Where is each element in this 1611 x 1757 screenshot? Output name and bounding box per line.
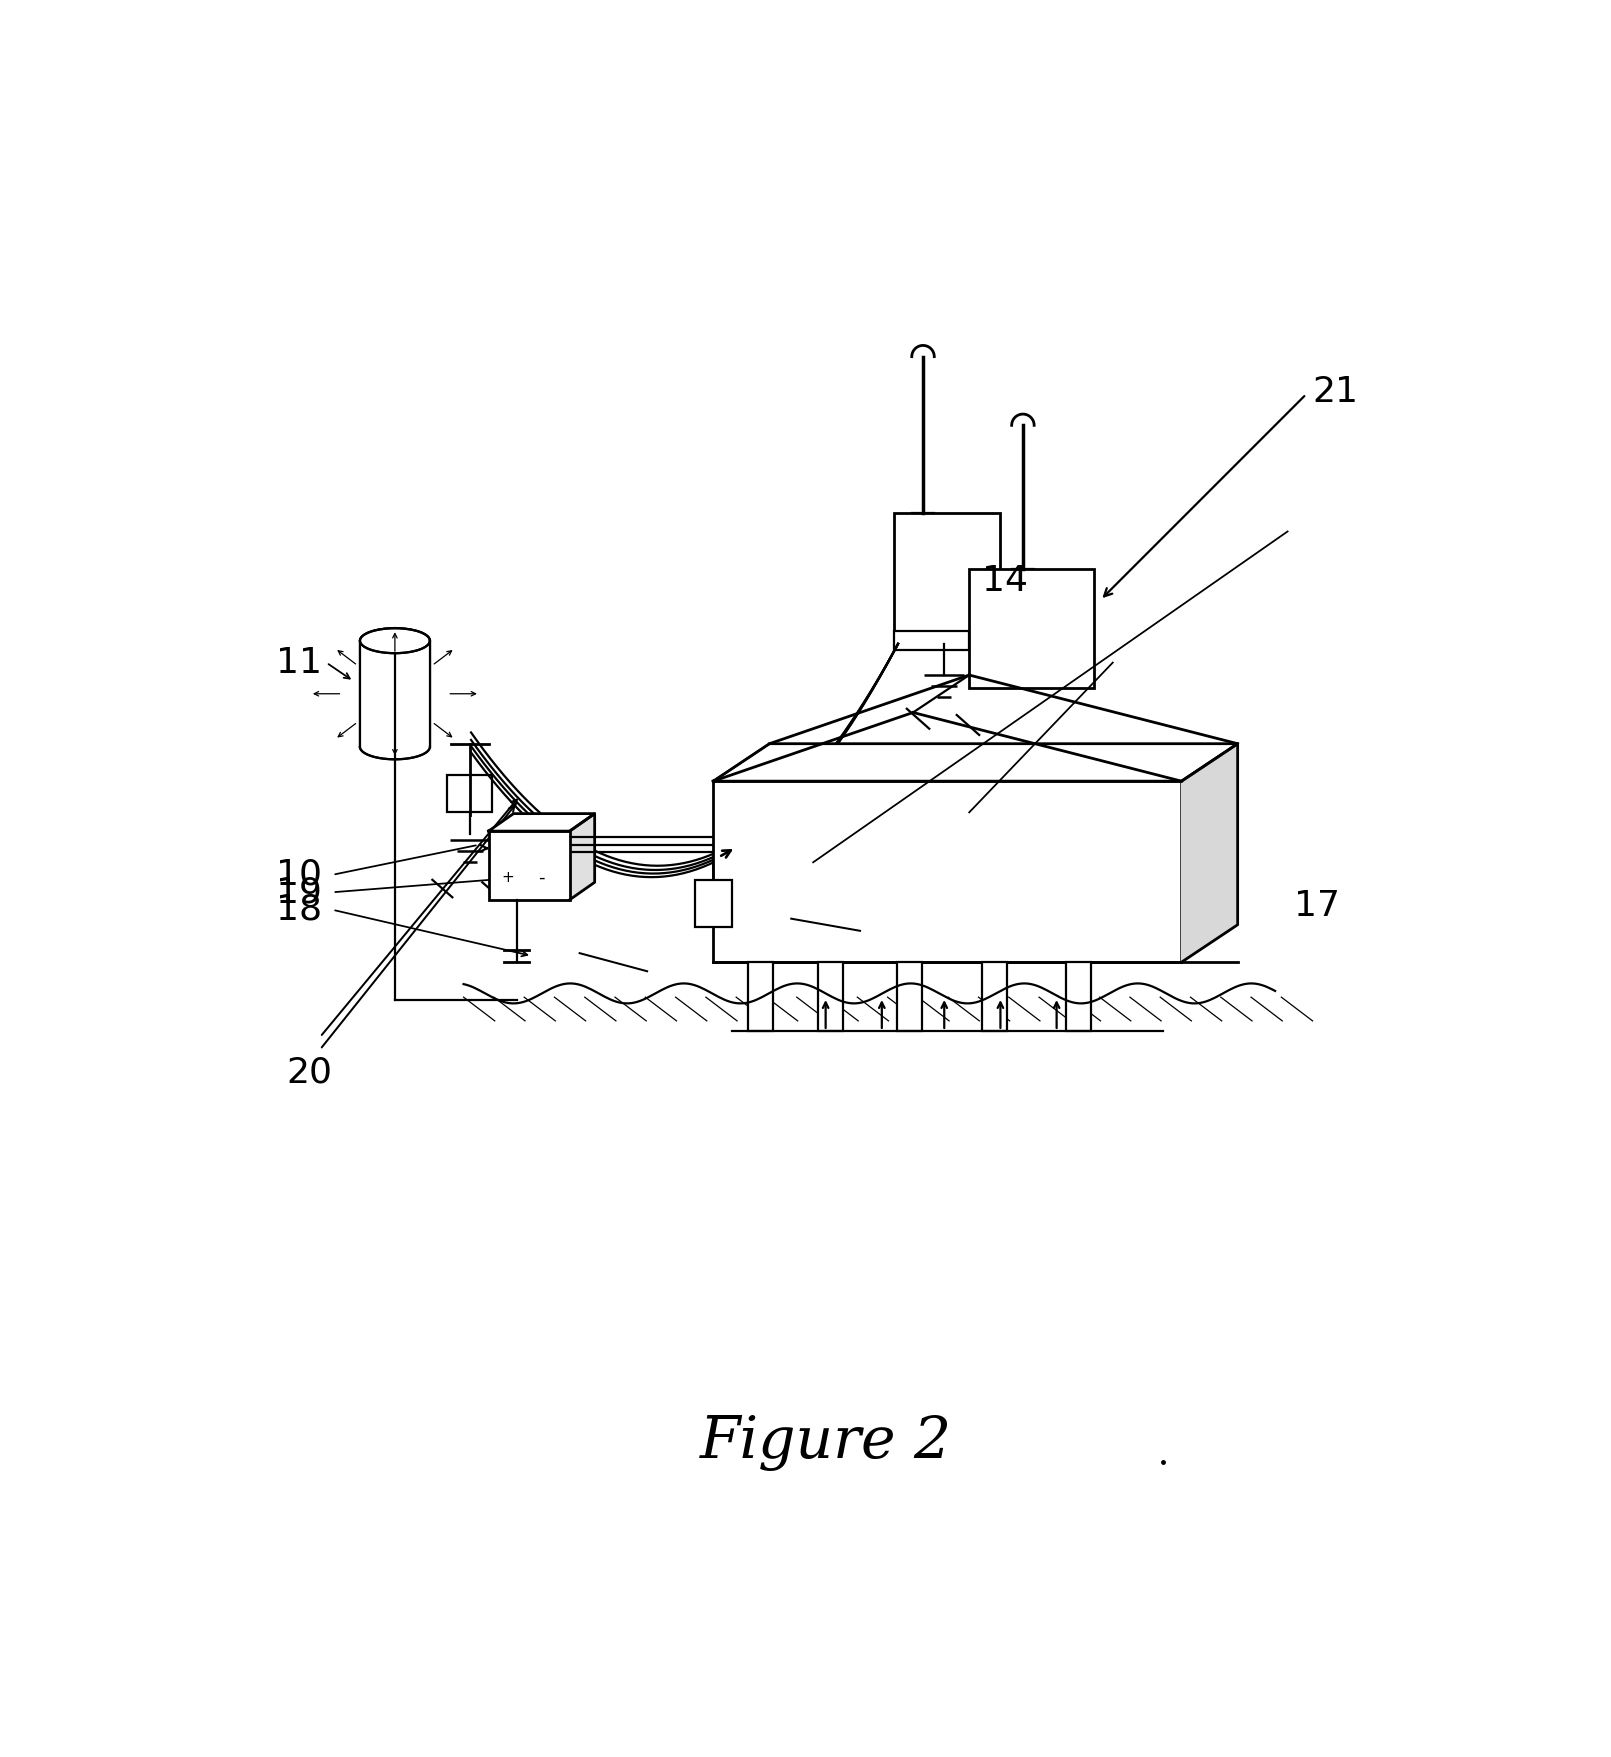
- Bar: [894, 631, 970, 650]
- Bar: [1066, 963, 1091, 1031]
- Bar: [981, 963, 1007, 1031]
- Polygon shape: [1181, 743, 1237, 963]
- Text: 20: 20: [287, 1054, 332, 1089]
- Polygon shape: [570, 813, 594, 900]
- Bar: [488, 831, 570, 900]
- Text: 18: 18: [277, 893, 322, 926]
- Bar: [818, 963, 843, 1031]
- Text: 21: 21: [1313, 374, 1358, 409]
- Polygon shape: [488, 813, 594, 831]
- Text: 17: 17: [1294, 889, 1340, 922]
- Text: -: -: [538, 868, 545, 886]
- Bar: [970, 569, 1094, 687]
- Text: +: +: [501, 870, 514, 886]
- Bar: [714, 782, 1181, 963]
- Text: 10: 10: [277, 857, 322, 893]
- Bar: [694, 880, 731, 928]
- Text: 19: 19: [277, 875, 322, 910]
- Text: Figure 2: Figure 2: [699, 1414, 952, 1471]
- Bar: [748, 963, 773, 1031]
- Bar: [894, 513, 1000, 643]
- Bar: [897, 963, 923, 1031]
- Polygon shape: [359, 641, 430, 747]
- Ellipse shape: [359, 629, 430, 654]
- Bar: [448, 775, 493, 812]
- Polygon shape: [714, 743, 1237, 782]
- Text: 11: 11: [277, 645, 322, 680]
- Text: 14: 14: [981, 564, 1028, 599]
